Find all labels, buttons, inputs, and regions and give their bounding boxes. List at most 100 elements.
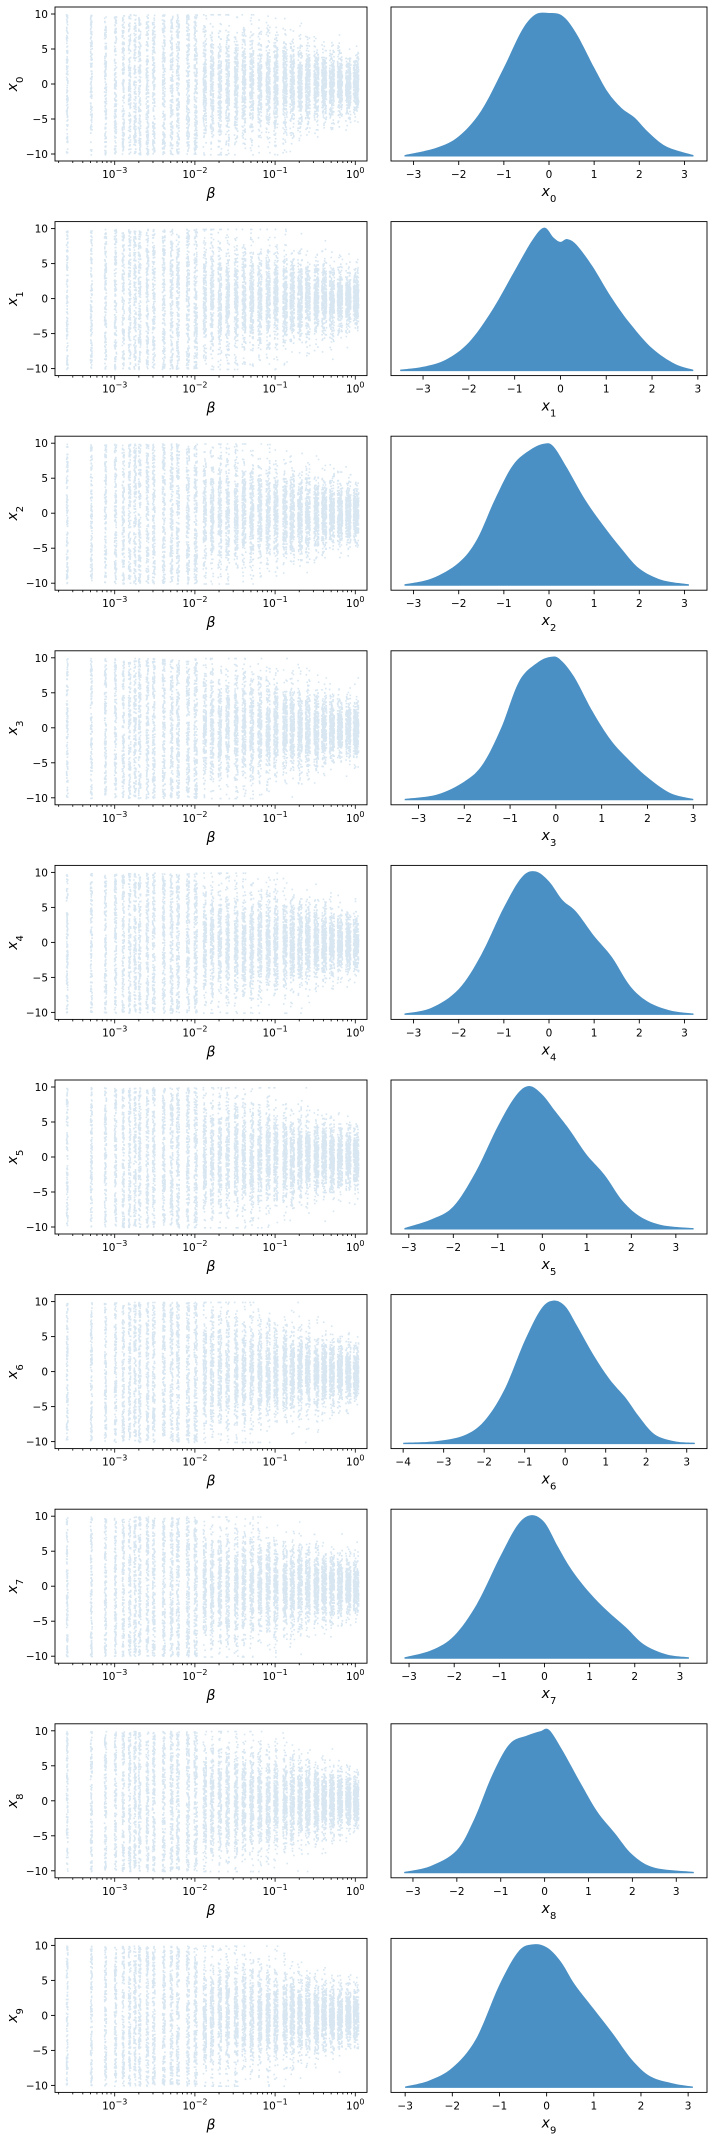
density-xtick-label-5-3: 0 — [539, 1242, 546, 1254]
scatter-xtick-label-4-3: 100 — [346, 1024, 364, 1039]
scatter-ytick-label-6-4: 10 — [35, 1297, 48, 1309]
density-xtick-label-2-2: −1 — [496, 598, 511, 610]
density-panel-4: −3 −2 −1 0 1 2 3 x4 — [390, 864, 708, 1063]
scatter-xlabel-1: β — [206, 401, 216, 417]
density-xlabel-9: x9 — [541, 2115, 557, 2136]
density-xtick-label-0-1: −2 — [451, 169, 466, 181]
scatter-ytick-label-6-1: −5 — [33, 1402, 48, 1414]
scatter-ytick-label-4-3: 5 — [41, 902, 48, 914]
scatter-xtick-label-2-2: 10−1 — [263, 595, 288, 610]
density-xtick-label-1-3: 0 — [557, 384, 564, 396]
scatter-xtick-label-6-0: 10−3 — [102, 1454, 127, 1469]
density-xtick-label-6-6: 2 — [643, 1457, 650, 1469]
scatter-ytick-label-3-1: −5 — [33, 758, 48, 770]
density-xtick-label-2-4: 1 — [591, 598, 598, 610]
scatter-xtick-label-3-0: 10−3 — [102, 810, 127, 825]
density-xtick-label-1-0: −3 — [415, 384, 430, 396]
density-xlabel-2: x2 — [541, 613, 557, 634]
density-area-7 — [404, 1515, 689, 1659]
density-panel-6: −4 −3 −2 −1 0 1 2 3 x6 — [390, 1294, 708, 1492]
scatter-panel-7: −10 −5 0 5 10 10−3 10−2 10−1 100 β x7 — [5, 1508, 368, 1704]
scatter-xtick-label-6-1: 10−2 — [182, 1454, 207, 1469]
scatter-xtick-label-4-2: 10−1 — [263, 1024, 288, 1039]
density-xtick-label-5-2: −1 — [490, 1242, 505, 1254]
density-xtick-label-4-1: −2 — [451, 1027, 466, 1039]
scatter-ytick-label-9-4: 10 — [35, 1940, 48, 1952]
density-xtick-label-0-2: −1 — [496, 169, 511, 181]
scatter-xtick-label-1-0: 10−3 — [102, 381, 127, 396]
scatter-xtick-label-1-2: 10−1 — [263, 381, 288, 396]
density-xtick-label-7-3: 0 — [541, 1671, 548, 1683]
density-xtick-label-9-0: −3 — [397, 2100, 412, 2112]
density-xtick-label-1-1: −2 — [461, 384, 476, 396]
scatter-xtick-label-1-1: 10−2 — [182, 381, 207, 396]
density-xtick-label-1-6: 3 — [694, 384, 701, 396]
scatter-points-1 — [65, 228, 360, 371]
density-area-4 — [404, 871, 694, 1015]
scatter-panel-5: −10 −5 0 5 10 10−3 10−2 10−1 100 β x5 — [5, 1079, 368, 1275]
scatter-marks-2 — [65, 443, 360, 585]
scatter-xtick-label-5-0: 10−3 — [102, 1239, 127, 1254]
density-xtick-label-8-3: 0 — [541, 1886, 548, 1898]
scatter-xtick-label-7-1: 10−2 — [182, 1668, 207, 1683]
scatter-ytick-label-2-3: 5 — [41, 473, 48, 485]
density-xtick-label-9-6: 3 — [685, 2100, 692, 2112]
density-xtick-label-6-2: −2 — [476, 1457, 491, 1469]
density-frame-3 — [390, 650, 708, 806]
density-frame-6 — [390, 1294, 708, 1450]
scatter-marks-5 — [65, 1087, 360, 1229]
scatter-points-3 — [65, 657, 360, 800]
scatter-ylabel-7: x7 — [5, 1579, 26, 1595]
scatter-points-8 — [65, 1730, 360, 1873]
scatter-ytick-label-5-2: 0 — [41, 1152, 48, 1164]
scatter-xtick-label-9-3: 100 — [346, 2097, 364, 2112]
density-panel-9: −3 −2 −1 0 1 2 3 x9 — [390, 1937, 708, 2136]
scatter-xtick-label-5-2: 10−1 — [263, 1239, 288, 1254]
scatter-panel-0: −10 −5 0 5 10 10−3 10−2 10−1 100 β x0 — [5, 6, 368, 202]
scatter-xlabel-8: β — [206, 1903, 216, 1919]
density-xtick-label-8-6: 3 — [673, 1886, 680, 1898]
scatter-ylabel-2: x2 — [5, 506, 26, 522]
density-frame-5 — [390, 1079, 708, 1235]
scatter-points-6 — [65, 1301, 360, 1444]
scatter-panel-3: −10 −5 0 5 10 10−3 10−2 10−1 100 β x3 — [5, 650, 368, 846]
density-xtick-label-5-4: 1 — [583, 1242, 590, 1254]
scatter-xtick-label-2-3: 100 — [346, 595, 364, 610]
density-xtick-label-2-0: −3 — [406, 598, 421, 610]
scatter-ytick-label-7-3: 5 — [41, 1546, 48, 1558]
scatter-ytick-label-5-3: 5 — [41, 1117, 48, 1129]
scatter-marks-6 — [65, 1301, 360, 1444]
scatter-ytick-label-0-0: −10 — [26, 149, 48, 161]
density-panel-0: −3 −2 −1 0 1 2 3 x0 — [390, 6, 708, 205]
density-xtick-label-2-3: 0 — [546, 598, 553, 610]
scatter-xtick-label-8-1: 10−2 — [182, 1883, 207, 1898]
scatter-points-9 — [65, 1945, 360, 2087]
scatter-ytick-label-2-0: −10 — [26, 578, 48, 590]
scatter-panel-2: −10 −5 0 5 10 10−3 10−2 10−1 100 β x2 — [5, 435, 368, 631]
scatter-xtick-label-8-3: 100 — [346, 1883, 364, 1898]
density-xtick-label-6-7: 3 — [683, 1457, 690, 1469]
density-xtick-label-7-5: 2 — [631, 1671, 638, 1683]
scatter-xlabel-0: β — [206, 186, 216, 202]
density-xtick-label-9-4: 1 — [590, 2100, 597, 2112]
scatter-marks-1 — [65, 228, 360, 371]
scatter-ylabel-8: x8 — [5, 1793, 26, 1809]
density-xtick-label-7-2: −1 — [492, 1671, 507, 1683]
scatter-marks-4 — [65, 872, 360, 1014]
density-xtick-label-6-1: −3 — [436, 1457, 451, 1469]
density-xtick-label-8-0: −3 — [405, 1886, 420, 1898]
scatter-xtick-label-1-3: 100 — [346, 381, 364, 396]
scatter-xlabel-9: β — [206, 2117, 216, 2133]
density-xtick-label-3-5: 2 — [644, 813, 651, 825]
scatter-ytick-label-2-2: 0 — [41, 508, 48, 520]
scatter-panel-4: −10 −5 0 5 10 10−3 10−2 10−1 100 β x4 — [5, 864, 368, 1060]
scatter-xtick-label-5-3: 100 — [346, 1239, 364, 1254]
scatter-ytick-label-8-4: 10 — [35, 1726, 48, 1738]
scatter-ytick-label-7-4: 10 — [35, 1511, 48, 1523]
scatter-xtick-label-8-0: 10−3 — [102, 1883, 127, 1898]
scatter-ytick-label-4-4: 10 — [35, 867, 48, 879]
scatter-ytick-label-2-1: −5 — [33, 543, 48, 555]
scatter-xtick-label-0-3: 100 — [346, 166, 364, 181]
density-panel-8: −3 −2 −1 0 1 2 3 x8 — [390, 1723, 708, 1921]
density-xtick-label-5-0: −3 — [401, 1242, 416, 1254]
